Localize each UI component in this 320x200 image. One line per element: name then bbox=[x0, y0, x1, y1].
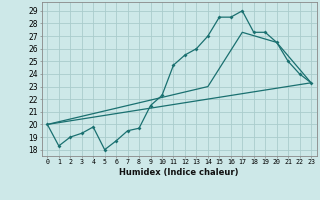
X-axis label: Humidex (Indice chaleur): Humidex (Indice chaleur) bbox=[119, 168, 239, 177]
